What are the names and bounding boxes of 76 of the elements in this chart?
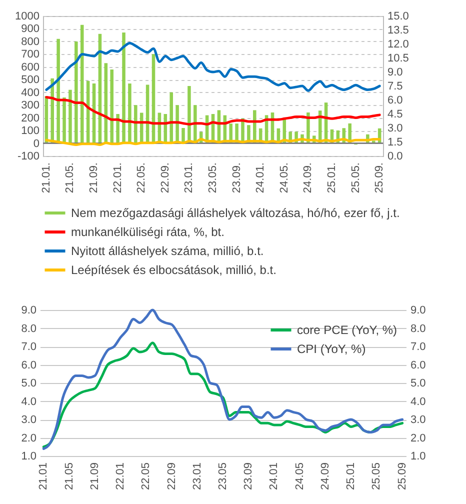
y-tick-label: 900 [21,23,40,36]
y2-tick-label: 5.0 [410,378,426,390]
x-tick-label: 22.05 [140,462,152,490]
y-tick-label: 4.0 [21,396,36,408]
x-tick-label: 24.05 [294,462,306,490]
y-tick-label: 200 [21,112,40,124]
y-tick-label: 700 [21,48,40,61]
x-tick-label: 22.01. [112,162,124,194]
y2-tick-label: 7.5 [388,80,403,92]
y-tick-label: 2.0 [21,432,36,444]
y-tick-label: 6.0 [21,359,36,372]
y2-tick-label: 6.0 [410,359,426,372]
legend-label: core PCE (YoY, %) [297,323,398,337]
y2-tick-label: 2.0 [410,432,426,444]
y2-tick-label: 0.0 [388,150,403,162]
x-tick-label: 24.05. [278,162,290,194]
y2-tick-label: 13.5 [388,24,409,36]
y2-tick-label: 1.5 [388,136,403,148]
x-tick-label: 24.01 [268,462,280,490]
x-tick-label: 25.09. [374,162,386,194]
x-tick-label: 21.05 [63,462,76,490]
x-tick-label: 23.01. [183,162,196,194]
y-tick-label: 100 [21,125,40,138]
y2-tick-label: 1.0 [410,450,426,462]
y2-tick-label: 7.0 [410,341,426,353]
y-tick-label: 500 [21,74,40,86]
legend-label: munkanélküliségi ráta, %, bt. [71,225,224,239]
y-tick-label: -100 [17,150,40,162]
y-tick-label: 0 [33,138,40,150]
x-tick-label: 22.01 [114,462,127,490]
x-tick-label: 21.09. [88,162,100,194]
y2-tick-label: 4.5 [388,108,403,120]
x-tick-label: 21.05. [64,162,76,194]
x-tick-label: 25.01. [326,162,338,194]
y2-tick-label: 3.0 [410,414,426,426]
y-tick-label: 7.0 [21,341,36,353]
x-tick-label: 25.05 [370,462,383,490]
y2-tick-label: 10.5 [388,52,409,64]
x-tick-label: 22.09 [166,462,178,490]
y2-tick-label: 9.0 [388,66,403,78]
x-tick-label: 23.05 [217,462,229,490]
y-tick-label: 3.0 [21,414,36,426]
x-tick-label: 21.09 [88,462,101,490]
y-tick-label: 9.0 [21,304,36,316]
x-tick-label: 25.09 [396,462,408,490]
x-tick-label: 23.01 [191,462,204,490]
y-tick-label: 1000 [15,10,40,22]
x-tick-label: 23.05. [207,162,219,194]
x-tick-label: 23.09. [230,162,243,194]
x-tick-label: 25.05. [350,162,362,194]
x-tick-label: 24.09 [319,462,332,490]
y-tick-label: 8.0 [21,322,36,335]
legend-label: Nyitott álláshelyek száma, millió, b.t. [71,244,264,258]
x-tick-label: 25.01 [345,462,358,490]
x-tick-label: 24.01. [254,162,267,194]
y2-tick-label: 3.0 [388,122,403,134]
legend-label: Nem mezőgazdasági álláshelyek változása, hó/hó, ezer fő, j.t. [71,206,400,220]
y2-tick-label: 4.0 [410,396,426,408]
y-tick-label: 800 [21,36,40,48]
y2-tick-label: 15.0 [388,10,409,22]
y2-tick-label: 8.0 [410,322,426,335]
y-tick-label: 400 [21,86,40,99]
legend-label: CPI (YoY, %) [297,342,366,356]
x-tick-label: 23.09 [242,462,255,490]
y2-tick-label: 6.0 [388,94,403,106]
y-tick-label: 300 [21,100,40,112]
y-tick-label: 5.0 [21,378,36,390]
y2-tick-label: 9.0 [410,304,426,316]
y-tick-label: 600 [21,61,40,74]
x-tick-label: 22.05. [136,162,148,194]
y2-tick-label: 12.0 [388,38,409,50]
x-tick-label: 21.01 [38,462,50,490]
x-tick-label: 24.09. [302,162,314,194]
y-tick-label: 1.0 [21,450,36,462]
x-tick-label: 22.09. [159,162,172,194]
x-tick-label: 21.01. [40,162,52,194]
